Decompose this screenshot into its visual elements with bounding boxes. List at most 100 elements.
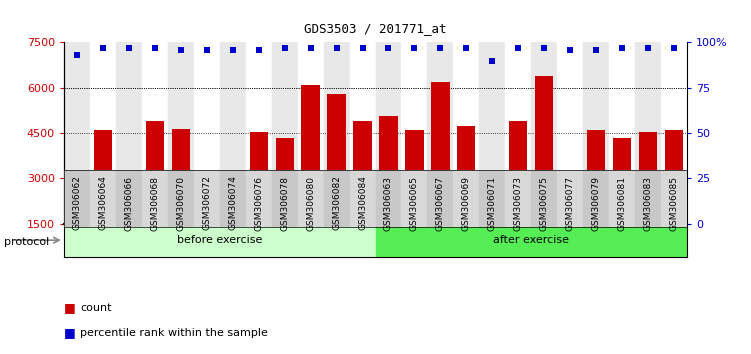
Text: GSM306084: GSM306084 xyxy=(358,176,367,230)
Point xyxy=(149,45,161,51)
Text: GSM306072: GSM306072 xyxy=(202,176,211,230)
Bar xyxy=(349,170,376,227)
Bar xyxy=(587,130,605,269)
Bar xyxy=(613,138,632,269)
Bar xyxy=(635,170,661,227)
Bar xyxy=(276,138,294,269)
Bar xyxy=(90,42,116,224)
Bar xyxy=(427,170,454,227)
Bar xyxy=(402,42,427,224)
Bar xyxy=(457,126,475,269)
Bar xyxy=(116,42,142,224)
Bar xyxy=(220,42,246,224)
Text: GSM306081: GSM306081 xyxy=(618,176,627,230)
Bar xyxy=(272,42,297,224)
Point xyxy=(252,47,264,52)
Bar xyxy=(609,42,635,224)
Bar xyxy=(349,42,376,224)
Point xyxy=(175,47,187,52)
Bar xyxy=(532,170,557,227)
Point xyxy=(305,45,317,51)
Text: before exercise: before exercise xyxy=(177,235,262,245)
Bar xyxy=(532,42,557,224)
Point xyxy=(538,45,550,51)
Bar xyxy=(64,170,90,227)
Bar xyxy=(172,129,190,269)
Text: GSM306077: GSM306077 xyxy=(566,176,575,230)
Bar xyxy=(661,170,687,227)
Bar xyxy=(119,172,138,269)
Point xyxy=(434,45,446,51)
Bar xyxy=(220,170,246,227)
Bar xyxy=(272,170,297,227)
Text: GSM306074: GSM306074 xyxy=(228,176,237,230)
Bar xyxy=(379,116,397,269)
Bar xyxy=(64,42,90,224)
Bar xyxy=(324,42,349,224)
Point xyxy=(409,45,421,51)
Point xyxy=(668,45,680,51)
Bar xyxy=(224,172,242,269)
Text: GSM306069: GSM306069 xyxy=(462,176,471,230)
Bar xyxy=(90,170,116,227)
Bar xyxy=(249,132,267,269)
Bar xyxy=(64,224,376,257)
Bar xyxy=(198,175,216,269)
Bar xyxy=(505,170,532,227)
Bar xyxy=(557,42,584,224)
Bar xyxy=(454,170,479,227)
Point xyxy=(590,47,602,52)
Point xyxy=(382,45,394,51)
Point xyxy=(460,45,472,51)
Text: GSM306078: GSM306078 xyxy=(280,176,289,230)
Text: GSM306070: GSM306070 xyxy=(176,176,185,230)
Bar xyxy=(431,82,450,269)
Bar xyxy=(609,170,635,227)
Bar xyxy=(354,121,372,269)
Text: GSM306071: GSM306071 xyxy=(488,176,497,230)
Bar xyxy=(584,170,609,227)
Point xyxy=(71,52,83,58)
Text: GSM306068: GSM306068 xyxy=(150,176,159,230)
Text: percentile rank within the sample: percentile rank within the sample xyxy=(80,328,268,338)
Bar xyxy=(535,76,553,269)
Text: count: count xyxy=(80,303,112,313)
Text: protocol: protocol xyxy=(4,238,49,247)
Bar xyxy=(665,130,683,269)
Bar xyxy=(246,42,272,224)
Text: GSM306075: GSM306075 xyxy=(540,176,549,230)
Bar xyxy=(324,170,349,227)
Text: GSM306073: GSM306073 xyxy=(514,176,523,230)
Bar xyxy=(327,94,345,269)
Bar xyxy=(635,42,661,224)
Bar xyxy=(639,132,657,269)
Bar xyxy=(167,170,194,227)
Bar xyxy=(376,224,687,257)
Point xyxy=(201,47,213,52)
Bar xyxy=(142,42,167,224)
Text: GSM306080: GSM306080 xyxy=(306,176,315,230)
Point xyxy=(512,45,524,51)
Point xyxy=(330,45,342,51)
Bar xyxy=(146,121,164,269)
Bar xyxy=(454,42,479,224)
Point xyxy=(487,58,499,63)
Bar xyxy=(301,85,320,269)
Bar xyxy=(246,170,272,227)
Bar xyxy=(194,42,220,224)
Point xyxy=(617,45,629,51)
Text: GSM306064: GSM306064 xyxy=(98,176,107,230)
Text: GDS3503 / 201771_at: GDS3503 / 201771_at xyxy=(304,22,447,35)
Text: ■: ■ xyxy=(64,326,76,339)
Text: GSM306082: GSM306082 xyxy=(332,176,341,230)
Bar xyxy=(557,170,584,227)
Bar xyxy=(402,170,427,227)
Bar xyxy=(505,42,532,224)
Bar xyxy=(661,42,687,224)
Text: GSM306065: GSM306065 xyxy=(410,176,419,230)
Bar xyxy=(584,42,609,224)
Bar xyxy=(297,42,324,224)
Text: after exercise: after exercise xyxy=(493,235,569,245)
Text: ■: ■ xyxy=(64,302,76,314)
Bar xyxy=(68,188,86,269)
